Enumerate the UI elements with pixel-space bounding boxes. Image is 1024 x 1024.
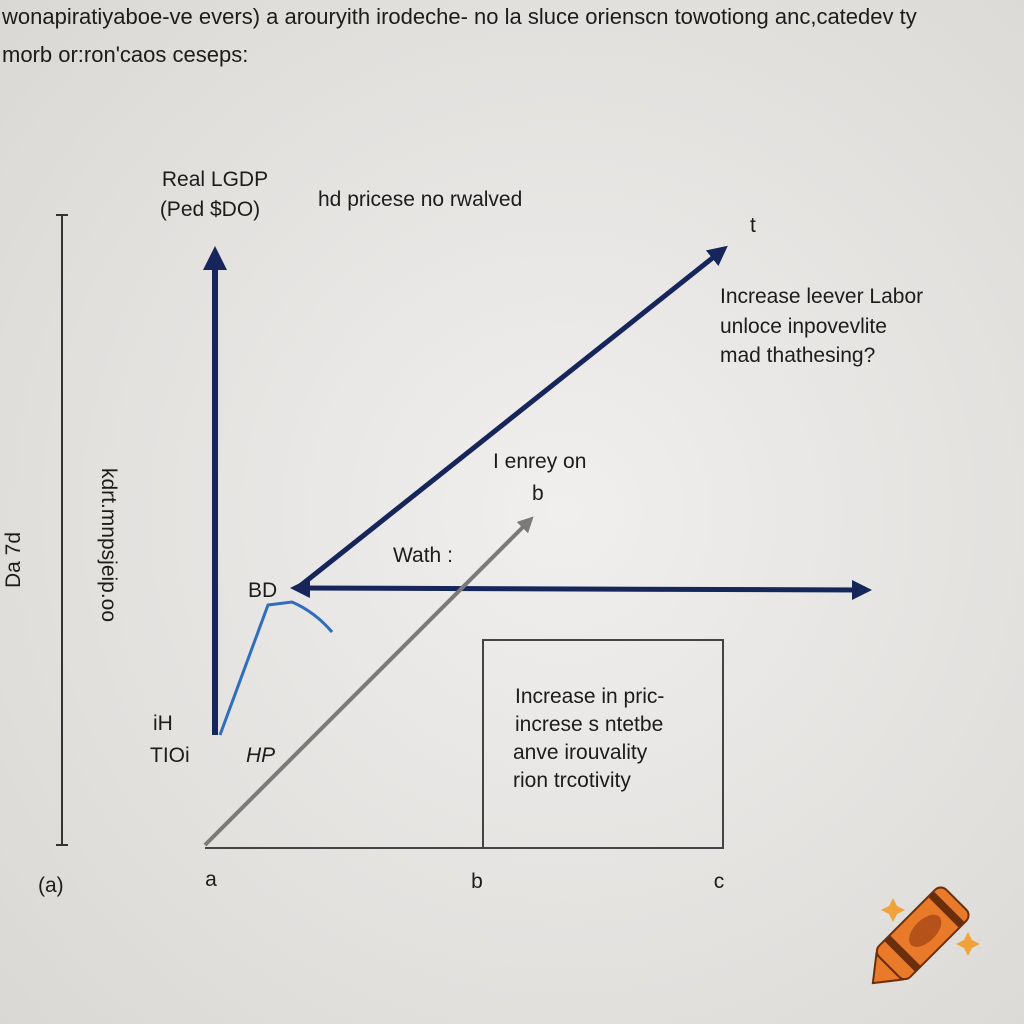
logo bbox=[871, 886, 970, 985]
annotation: iH bbox=[153, 712, 173, 735]
annotation: BD bbox=[248, 579, 277, 602]
annotation: HP bbox=[246, 744, 275, 767]
annotation: t bbox=[750, 214, 756, 237]
annotation: TIOi bbox=[150, 744, 190, 767]
axis-title: Real LGDP bbox=[162, 168, 268, 191]
side-label: kdrt.mnpsjeip.oo bbox=[97, 468, 120, 622]
bottom-label: c bbox=[714, 870, 725, 893]
gray-arrow bbox=[203, 516, 534, 847]
annotation: Increase leever Labor bbox=[720, 285, 923, 308]
sparkle bbox=[956, 932, 980, 956]
box-text: anve irouvality bbox=[513, 741, 648, 764]
sparkle bbox=[881, 898, 905, 922]
annotation: b bbox=[532, 482, 544, 505]
annotation: hd pricese no rwalved bbox=[318, 188, 522, 211]
bottom-label: b bbox=[471, 870, 483, 893]
box-text: Increase in pric- bbox=[515, 685, 664, 708]
box-text: rion trcotivity bbox=[513, 769, 631, 792]
box bbox=[482, 639, 724, 849]
header-line: morb or:ron'caos ceseps: bbox=[2, 42, 248, 67]
axis-title: (Ped $DO) bbox=[160, 198, 260, 221]
side-label: Da 7d bbox=[2, 532, 25, 588]
bottom-label: (a) bbox=[38, 874, 64, 897]
horizontal-arrow bbox=[290, 578, 872, 600]
annotation: mad thathesing? bbox=[720, 344, 875, 367]
header-line: wonapiratiyaboe-ve evers) a arouryith ir… bbox=[1, 4, 917, 29]
annotation: unloce inpovevlite bbox=[720, 315, 887, 338]
blue-curve bbox=[218, 600, 334, 736]
annotation: Wath : bbox=[393, 544, 453, 567]
bottom-label: a bbox=[205, 868, 217, 891]
annotation: I enrey on bbox=[493, 450, 586, 473]
box-text: increse s ntetbe bbox=[515, 713, 663, 736]
diagonal-arrow bbox=[298, 245, 728, 588]
